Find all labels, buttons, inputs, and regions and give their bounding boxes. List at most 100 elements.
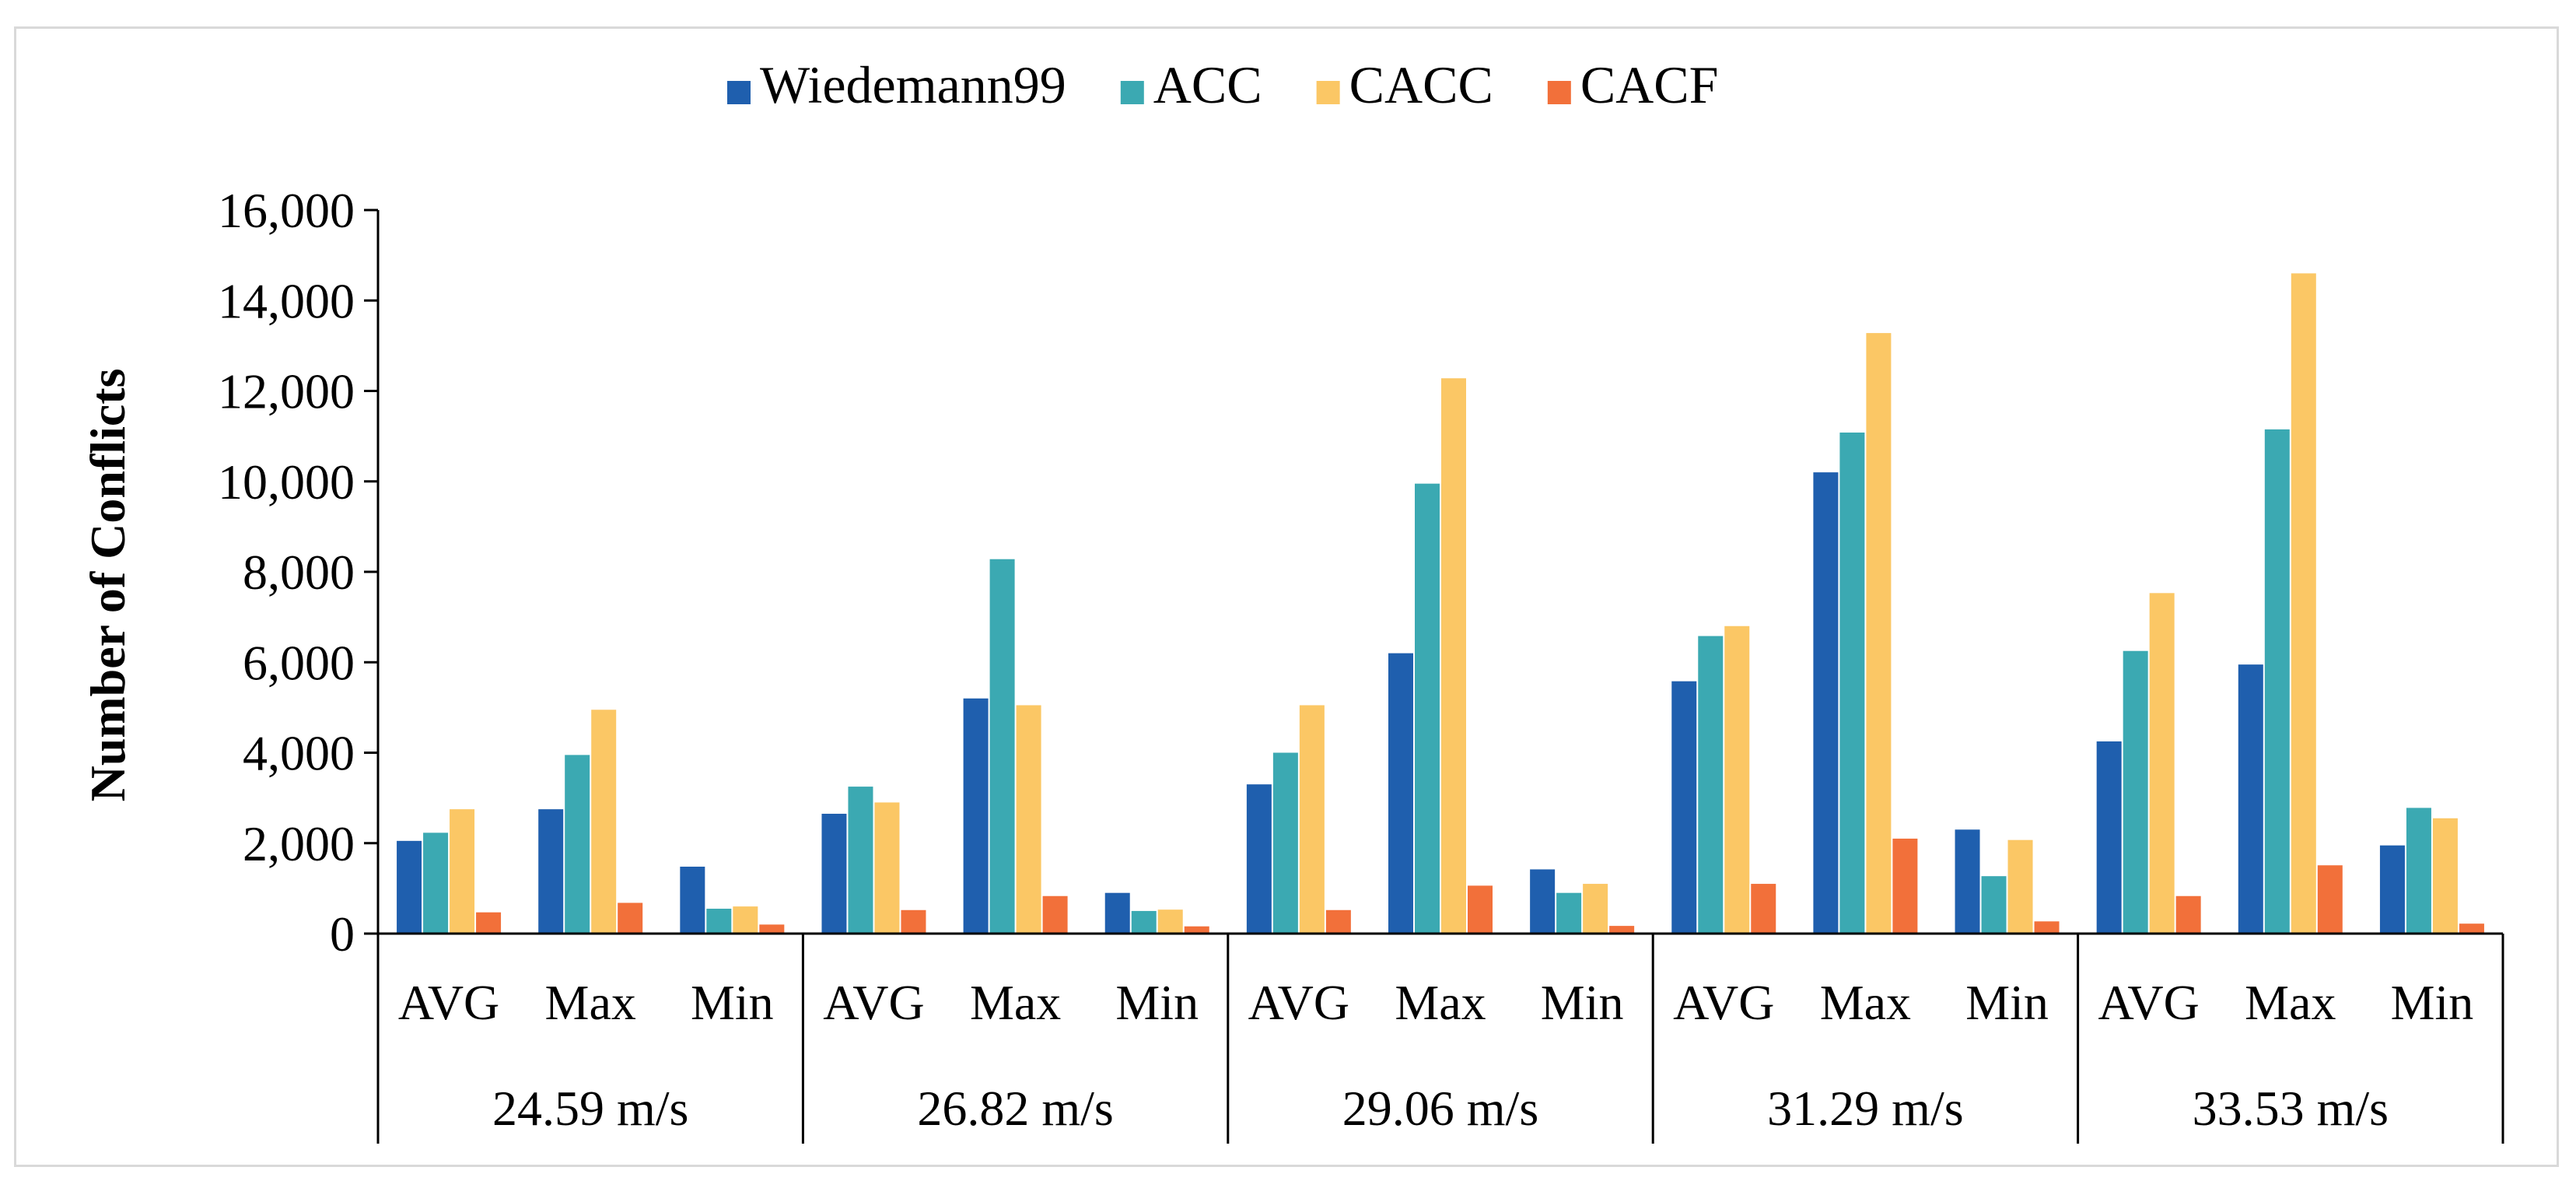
bar-wiedemann99-12 [2096, 741, 2122, 934]
bar-acc-14 [2406, 808, 2431, 934]
bar-cacc-3 [874, 802, 900, 934]
x-tick-label: Max [2245, 975, 2336, 1030]
bar-cacc-14 [2432, 818, 2458, 934]
bar-cacf-2 [759, 924, 785, 934]
bar-cacf-7 [1468, 885, 1493, 934]
x-tick-label: AVG [2098, 975, 2199, 1030]
bar-cacf-8 [1609, 926, 1635, 934]
bar-wiedemann99-5 [1104, 892, 1130, 934]
bar-acc-6 [1272, 752, 1298, 934]
bar-acc-5 [1131, 910, 1157, 934]
bar-cacc-11 [2007, 839, 2033, 934]
bar-cacf-9 [1751, 884, 1776, 934]
x-group-label: 33.53 m/s [2193, 1081, 2389, 1136]
y-tick-label: 12,000 [218, 364, 355, 419]
bar-wiedemann99-7 [1388, 653, 1413, 934]
y-tick-label: 8,000 [243, 545, 355, 600]
bar-wiedemann99-2 [680, 866, 705, 934]
bar-wiedemann99-6 [1246, 784, 1272, 934]
bar-acc-8 [1556, 892, 1582, 934]
legend-swatch-cacc [1316, 81, 1340, 104]
bar-cacc-1 [591, 710, 617, 934]
y-tick-label: 6,000 [243, 635, 355, 690]
x-group-label: 26.82 m/s [917, 1081, 1113, 1136]
legend-swatch-acc [1120, 81, 1144, 104]
legend-label-acc: ACC [1153, 55, 1262, 114]
x-tick-label: Max [1820, 975, 1911, 1030]
y-tick-label: 0 [330, 906, 355, 962]
x-group-label: 24.59 m/s [492, 1081, 688, 1136]
x-axis: AVG Max Min AVG Max Min AVG Max Min AVG Max Min AVG M… [376, 932, 2504, 1144]
bar-cacc-6 [1299, 705, 1325, 934]
bar-cacc-10 [1866, 333, 1892, 934]
bar-cacf-0 [476, 912, 502, 934]
x-tick-label: Min [1541, 975, 1624, 1030]
bar-cacc-8 [1583, 884, 1608, 934]
bar-cacf-3 [901, 909, 926, 934]
bar-wiedemann99-0 [397, 840, 422, 934]
bar-cacc-9 [1724, 626, 1750, 934]
x-tick-label: Min [2391, 975, 2474, 1030]
legend-label-cacc: CACC [1349, 55, 1493, 114]
y-tick-label: 10,000 [218, 454, 355, 510]
bar-cacc-13 [2291, 273, 2316, 934]
x-tick-label: Min [1965, 975, 2049, 1030]
bar-cacc-5 [1157, 909, 1183, 934]
bar-cacf-4 [1042, 895, 1068, 934]
bar-cacc-7 [1441, 378, 1466, 934]
x-tick-label: AVG [1248, 975, 1349, 1030]
bar-acc-7 [1415, 483, 1440, 934]
y-tick-label: 4,000 [243, 726, 355, 781]
bar-wiedemann99-9 [1671, 681, 1697, 934]
bar-wiedemann99-8 [1530, 869, 1556, 934]
bars [397, 273, 2484, 934]
legend-label-cacf: CACF [1580, 55, 1719, 114]
y-tick-label: 14,000 [218, 273, 355, 328]
bar-cacf-10 [1892, 838, 1918, 934]
chart-frame [14, 26, 2559, 1167]
x-tick-label: Max [545, 975, 636, 1030]
bar-wiedemann99-14 [2379, 845, 2405, 934]
bar-cacc-0 [450, 809, 475, 934]
x-tick-label: AVG [398, 975, 499, 1030]
y-axis: 0 2,000 4,000 6,000 8,000 10,000 12,000 14,000 1… [218, 183, 380, 962]
legend-label-wiedemann99: Wiedemann99 [760, 55, 1066, 114]
bar-acc-10 [1839, 432, 1865, 934]
bar-cacf-14 [2459, 923, 2484, 934]
bar-acc-12 [2123, 650, 2148, 934]
bar-acc-9 [1698, 636, 1724, 934]
y-axis-label: Number of Conflicts [80, 369, 135, 802]
legend: Wiedemann99 ACC CACC CACF [727, 55, 1718, 114]
y-tick-label: 16,000 [218, 183, 355, 238]
bar-wiedemann99-4 [963, 698, 989, 934]
bar-cacf-5 [1184, 926, 1209, 934]
bar-cacf-11 [2034, 921, 2060, 934]
bar-cacf-1 [618, 902, 643, 934]
bar-acc-3 [848, 787, 873, 934]
bar-acc-11 [1981, 876, 2007, 934]
bar-wiedemann99-3 [821, 813, 847, 934]
legend-swatch-wiedemann99 [727, 81, 751, 104]
x-tick-label: Max [970, 975, 1061, 1030]
bar-wiedemann99-10 [1813, 472, 1839, 934]
bar-cacf-12 [2175, 895, 2201, 934]
bar-acc-13 [2264, 429, 2290, 934]
bar-cacf-6 [1325, 909, 1351, 934]
bar-wiedemann99-1 [538, 809, 564, 934]
bar-cacc-12 [2149, 593, 2175, 934]
x-group-label: 29.06 m/s [1342, 1081, 1538, 1136]
bar-wiedemann99-13 [2238, 664, 2263, 934]
bar-cacc-2 [733, 906, 758, 934]
bar-acc-4 [989, 559, 1015, 934]
x-group-label: 31.29 m/s [1767, 1081, 1963, 1136]
x-tick-label: Min [1115, 975, 1199, 1030]
bar-cacc-4 [1016, 705, 1041, 934]
bar-wiedemann99-11 [1955, 829, 1980, 934]
x-tick-label: AVG [1673, 975, 1774, 1030]
y-tick-label: 2,000 [243, 816, 355, 871]
bar-cacf-13 [2317, 865, 2343, 934]
bar-acc-2 [706, 909, 732, 934]
bar-acc-0 [423, 832, 449, 934]
x-tick-label: Min [691, 975, 774, 1030]
